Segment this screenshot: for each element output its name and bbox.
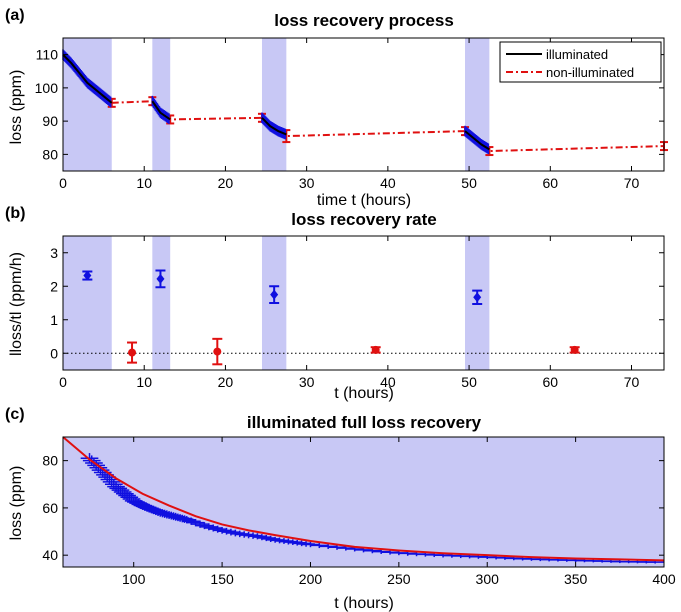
c-xtick-label: 300 [476, 571, 500, 587]
panel-label-b: (b) [5, 205, 25, 222]
plot-area-c: 100 150 200 250 300 350 400 40 60 80 [42, 436, 676, 587]
b-xtick-label: 40 [380, 374, 396, 390]
a-xtick-label: 50 [461, 175, 477, 191]
non-illuminated-rate-marker [213, 347, 222, 356]
panel-label-c: (c) [5, 406, 25, 423]
b-ytick-label: 3 [50, 245, 58, 261]
c-ytick-label: 60 [42, 500, 58, 516]
c-xtick-label: 150 [210, 571, 234, 587]
legend-box [499, 41, 662, 83]
fit-line [62, 436, 665, 562]
c-xtick-label: 350 [564, 571, 588, 587]
title-a: loss recovery process [274, 11, 454, 30]
a-xtick-label: 30 [299, 175, 315, 191]
ylabel-c: loss (ppm) [8, 466, 25, 541]
illuminated-line [151, 100, 171, 121]
illuminated-rate-marker [83, 270, 92, 281]
a-xtick-label: 10 [136, 175, 152, 191]
a-xtick-label: 20 [218, 175, 234, 191]
a-axes-frame [62, 37, 665, 172]
c-xtick-label: 250 [387, 571, 411, 587]
non-illuminated-rate-marker [570, 345, 579, 354]
ylabel-a: loss (ppm) [8, 70, 25, 145]
legend-a: illuminated non-illuminated [499, 41, 662, 83]
plot-area-b: 0 10 20 30 40 50 60 70 0 1 2 3 [50, 235, 665, 390]
c-ytick-label: 80 [42, 453, 58, 469]
legend-illuminated-label: illuminated [546, 47, 608, 62]
illuminated-rate-marker [473, 292, 482, 303]
illuminated-rate-marker [270, 289, 279, 300]
xlabel-b: t (hours) [334, 385, 394, 402]
b-ytick-label: 2 [50, 278, 58, 294]
panel-label-a: (a) [5, 7, 25, 24]
a-ytick-label: 90 [42, 113, 58, 129]
illuminated-band [152, 236, 171, 370]
a-ytick-label: 80 [42, 146, 58, 162]
c-xtick-label: 400 [652, 571, 676, 587]
a-xtick-label: 70 [624, 175, 640, 191]
non-illuminated-rate-marker [128, 348, 137, 357]
xlabel-a: time t (hours) [317, 192, 411, 209]
b-xtick-label: 0 [59, 374, 67, 390]
b-xtick-label: 70 [624, 374, 640, 390]
c-xtick-label: 100 [122, 571, 146, 587]
illuminated-band [63, 236, 112, 370]
a-xtick-label: 0 [59, 175, 67, 191]
title-b: loss recovery rate [291, 210, 437, 229]
b-axes-frame [62, 235, 665, 371]
a-xtick-label: 40 [380, 175, 396, 191]
plot-area-a: 0 10 20 30 40 50 60 70 80 90 100 110 [35, 37, 668, 191]
b-xtick-label: 50 [461, 374, 477, 390]
c-axes-frame [62, 436, 665, 568]
c-ytick-label: 40 [42, 547, 58, 563]
a-ytick-label: 110 [36, 47, 59, 63]
a-xtick-label: 60 [543, 175, 559, 191]
legend-nonilluminated-label: non-illuminated [546, 65, 634, 80]
non-illuminated-line [111, 100, 665, 153]
xlabel-c: t (hours) [334, 595, 394, 612]
c-xtick-label: 200 [299, 571, 323, 587]
title-c: illuminated full loss recovery [247, 413, 482, 432]
a-ytick-label: 100 [35, 80, 59, 96]
illuminated-line [62, 53, 113, 104]
b-xtick-label: 10 [136, 374, 152, 390]
illuminated-band [152, 38, 171, 171]
illuminated-band [261, 38, 287, 171]
b-xtick-label: 60 [543, 374, 559, 390]
illuminated-line [261, 117, 287, 136]
b-ytick-label: 1 [50, 312, 58, 328]
b-ytick-label: 0 [50, 345, 58, 361]
b-xtick-label: 20 [218, 374, 234, 390]
ylabel-b: lloss/tl (ppm/h) [8, 252, 25, 356]
illuminated-line [464, 130, 490, 151]
illuminated-rate-marker [156, 273, 165, 284]
b-xtick-label: 30 [299, 374, 315, 390]
non-illuminated-rate-marker [371, 345, 380, 354]
